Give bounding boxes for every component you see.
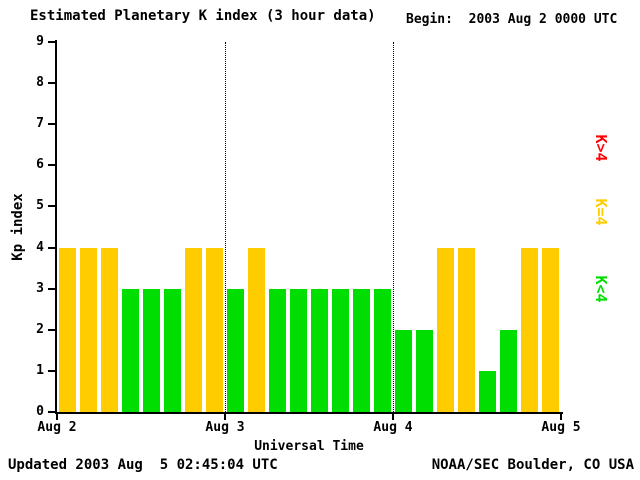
y-tick-mark <box>48 205 55 208</box>
kp-bar <box>248 247 265 412</box>
y-tick-label: 0 <box>36 404 44 419</box>
kp-bar <box>542 247 559 412</box>
kp-bar <box>500 329 517 412</box>
y-tick-mark <box>48 287 55 290</box>
kp-bar <box>122 288 139 412</box>
x-tick-label: Aug 3 <box>205 420 245 435</box>
y-tick-mark <box>48 123 55 126</box>
kp-bar <box>59 247 76 412</box>
y-tick-mark <box>48 328 55 331</box>
y-tick-label: 8 <box>36 75 44 91</box>
kp-bar <box>395 329 412 412</box>
x-tick-label: Aug 5 <box>541 420 581 435</box>
x-axis-line <box>55 412 563 414</box>
kp-bar <box>479 370 496 412</box>
source-attribution: NOAA/SEC Boulder, CO USA <box>431 457 634 473</box>
legend-item: K<4 <box>592 275 610 303</box>
updated-timestamp: Updated 2003 Aug 5 02:45:04 UTC <box>8 457 278 473</box>
plot-area <box>57 42 561 412</box>
kp-bar <box>143 288 160 412</box>
x-tick-label: Aug 2 <box>37 420 77 435</box>
kp-bar <box>290 288 307 412</box>
kp-bar <box>206 247 223 412</box>
kp-bar <box>416 329 433 412</box>
kp-bar <box>164 288 181 412</box>
x-tick-mark <box>56 414 58 420</box>
y-tick-label: 2 <box>36 321 44 337</box>
kp-bar <box>458 247 475 412</box>
y-tick-mark <box>48 411 55 413</box>
y-tick-mark <box>48 164 55 167</box>
y-tick-mark <box>48 369 55 372</box>
kp-bar <box>269 288 286 412</box>
day-boundary-gridline <box>393 42 394 412</box>
y-tick-label: 7 <box>36 116 44 132</box>
y-axis-line <box>55 40 57 414</box>
x-tick-mark <box>392 414 394 420</box>
kp-bar <box>374 288 391 412</box>
kp-bar <box>521 247 538 412</box>
kp-bar <box>353 288 370 412</box>
y-tick-mark <box>48 41 55 43</box>
legend-item: K=4 <box>592 198 610 226</box>
y-tick-label: 3 <box>36 280 44 296</box>
kp-bar <box>101 247 118 412</box>
legend-item: K>4 <box>592 134 610 162</box>
begin-time-label: Begin: 2003 Aug 2 0000 UTC <box>406 12 618 27</box>
y-tick-label: 9 <box>36 34 44 49</box>
kp-bar <box>437 247 454 412</box>
x-axis-title: Universal Time <box>254 439 364 454</box>
x-tick-mark <box>224 414 226 420</box>
y-tick-label: 1 <box>36 362 44 378</box>
y-axis-title: Kp index <box>10 193 26 261</box>
kp-bar <box>227 288 244 412</box>
x-tick-label: Aug 4 <box>373 420 413 435</box>
day-boundary-gridline <box>225 42 226 412</box>
kp-bar <box>311 288 328 412</box>
x-tick-mark <box>560 414 562 420</box>
chart-title: Estimated Planetary K index (3 hour data… <box>30 8 376 24</box>
y-tick-mark <box>48 82 55 85</box>
kp-bar <box>332 288 349 412</box>
kp-bar <box>80 247 97 412</box>
y-tick-mark <box>48 246 55 249</box>
y-tick-label: 6 <box>36 157 44 173</box>
kp-bar <box>185 247 202 412</box>
